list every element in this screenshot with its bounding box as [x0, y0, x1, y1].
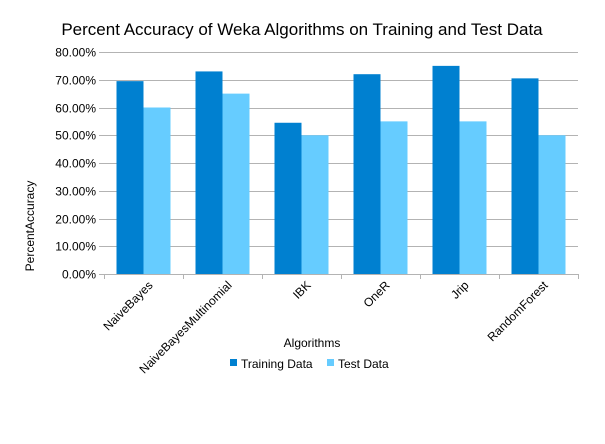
- bar-test-data: [459, 121, 487, 274]
- chart-title: Percent Accuracy of Weka Algorithms on T…: [61, 20, 543, 39]
- y-axis-ticks: 0.00% 10.00% 20.00% 30.00% 40.00% 50.00% 60.00…: [55, 46, 104, 282]
- x-tick-label: NaiveBayes: [100, 278, 155, 333]
- y-tick-label: 0.00%: [62, 268, 96, 282]
- y-tick-label: 30.00%: [55, 185, 96, 199]
- x-tick-label: OneR: [361, 278, 393, 310]
- gridlines: [104, 52, 578, 275]
- legend-label: Test Data: [338, 357, 389, 371]
- y-tick-label: 40.00%: [55, 157, 96, 171]
- y-tick-label: 50.00%: [55, 129, 96, 143]
- legend-label: Training Data: [241, 357, 313, 371]
- bar-test-data: [222, 93, 250, 274]
- y-tick-label: 70.00%: [55, 74, 96, 88]
- bar-training-data: [353, 74, 381, 274]
- bar-training-data: [116, 81, 144, 274]
- bar-training-data: [432, 65, 460, 274]
- bar-training-data: [511, 78, 539, 274]
- x-tick-label: NaiveBayesMultinomial: [137, 278, 235, 376]
- bar-training-data: [274, 122, 302, 274]
- bar-test-data: [380, 121, 408, 274]
- bar-test-data: [301, 135, 329, 274]
- bar-test-data: [538, 135, 566, 274]
- y-tick-label: 60.00%: [55, 102, 96, 116]
- y-tick-label: 10.00%: [55, 240, 96, 254]
- y-axis-title: PercentAccuracy: [23, 181, 37, 272]
- legend-swatch: [230, 359, 237, 366]
- bar-test-data: [143, 107, 171, 274]
- x-axis-title: Algorithms: [284, 336, 341, 350]
- bar-training-data: [195, 71, 223, 274]
- legend-swatch: [327, 359, 334, 366]
- y-tick-label: 80.00%: [55, 46, 96, 60]
- x-tick-label: RandomForest: [485, 278, 551, 344]
- bars: [116, 65, 566, 274]
- x-tick-label: IBK: [290, 278, 314, 302]
- legend: Training Data Test Data: [230, 357, 389, 371]
- y-tick-label: 20.00%: [55, 213, 96, 227]
- x-tick-label: Jrip: [448, 278, 472, 302]
